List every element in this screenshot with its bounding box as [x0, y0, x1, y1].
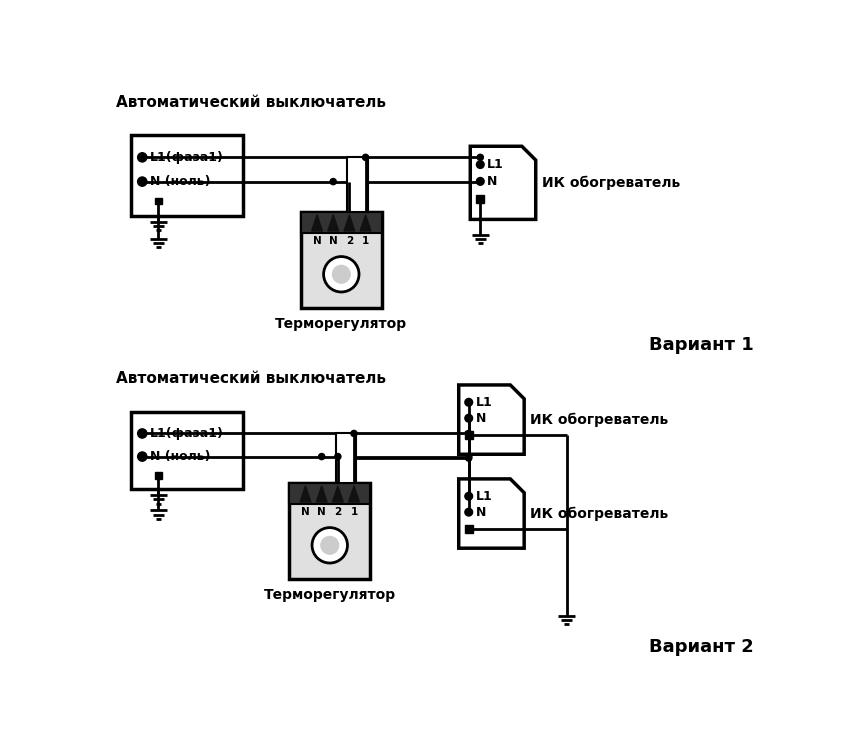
Bar [336, 434, 356, 483]
Polygon shape [328, 215, 338, 231]
Polygon shape [312, 215, 322, 231]
Text: N: N [313, 236, 321, 246]
Text: L1: L1 [476, 396, 492, 408]
Circle shape [330, 179, 337, 185]
Circle shape [466, 415, 472, 421]
Circle shape [335, 454, 341, 460]
Polygon shape [348, 486, 360, 502]
Polygon shape [459, 479, 524, 548]
Text: N: N [317, 507, 326, 516]
Text: Терморегулятор: Терморегулятор [264, 589, 396, 602]
Polygon shape [470, 147, 536, 219]
Text: N: N [476, 506, 486, 519]
Circle shape [138, 153, 147, 162]
Circle shape [465, 508, 473, 516]
Text: L1(фаза1): L1(фаза1) [150, 427, 224, 440]
Text: Вариант 2: Вариант 2 [649, 638, 754, 656]
Circle shape [465, 414, 473, 422]
Text: N (ноль): N (ноль) [150, 175, 211, 188]
Bar [347, 157, 368, 212]
Circle shape [312, 527, 348, 563]
Circle shape [477, 178, 484, 185]
Bar [155, 198, 162, 205]
Circle shape [466, 430, 472, 437]
Circle shape [477, 161, 484, 168]
Text: ИК обогреватель: ИК обогреватель [530, 507, 669, 521]
Bar [132, 135, 243, 216]
Bar [289, 483, 370, 579]
Circle shape [465, 493, 473, 500]
Text: ИК обогреватель: ИК обогреватель [542, 176, 680, 190]
Text: 2: 2 [346, 236, 353, 246]
Bar [301, 212, 382, 234]
Text: Автоматический выключатель: Автоматический выключатель [116, 371, 386, 386]
Circle shape [138, 429, 147, 438]
Polygon shape [360, 215, 371, 231]
Text: L1(фаза1): L1(фаза1) [150, 151, 224, 164]
Text: 1: 1 [362, 236, 369, 246]
Circle shape [466, 509, 472, 516]
Text: Терморегулятор: Терморегулятор [275, 317, 407, 331]
Circle shape [324, 257, 359, 292]
Circle shape [321, 536, 338, 554]
Circle shape [466, 454, 472, 460]
Circle shape [138, 177, 147, 186]
Polygon shape [459, 385, 524, 455]
Bar [155, 472, 162, 478]
Circle shape [351, 430, 357, 437]
Polygon shape [316, 486, 327, 502]
Text: N (ноль): N (ноль) [150, 450, 211, 463]
Bar [289, 483, 370, 504]
Circle shape [466, 415, 472, 421]
Text: Вариант 1: Вариант 1 [649, 336, 754, 354]
Text: N: N [301, 507, 310, 516]
Text: ИК обогреватель: ИК обогреватель [530, 412, 669, 427]
Bar [465, 525, 473, 533]
Text: N: N [329, 236, 337, 246]
Circle shape [138, 452, 147, 461]
Circle shape [319, 454, 325, 460]
Polygon shape [332, 486, 343, 502]
Circle shape [477, 179, 484, 185]
Text: Автоматический выключатель: Автоматический выключатель [116, 94, 386, 109]
Bar [132, 412, 243, 489]
Text: 2: 2 [334, 507, 342, 516]
Circle shape [332, 266, 350, 283]
Circle shape [362, 154, 369, 161]
Circle shape [465, 399, 473, 406]
Circle shape [466, 455, 472, 461]
Text: L1: L1 [476, 490, 492, 503]
Circle shape [477, 154, 484, 161]
Bar [477, 195, 484, 203]
Polygon shape [300, 486, 311, 502]
Text: N: N [487, 175, 497, 188]
Polygon shape [344, 215, 354, 231]
Text: N: N [476, 411, 486, 425]
Bar [301, 212, 382, 308]
Text: L1: L1 [487, 158, 504, 171]
Text: 1: 1 [350, 507, 358, 516]
Bar [465, 431, 473, 439]
